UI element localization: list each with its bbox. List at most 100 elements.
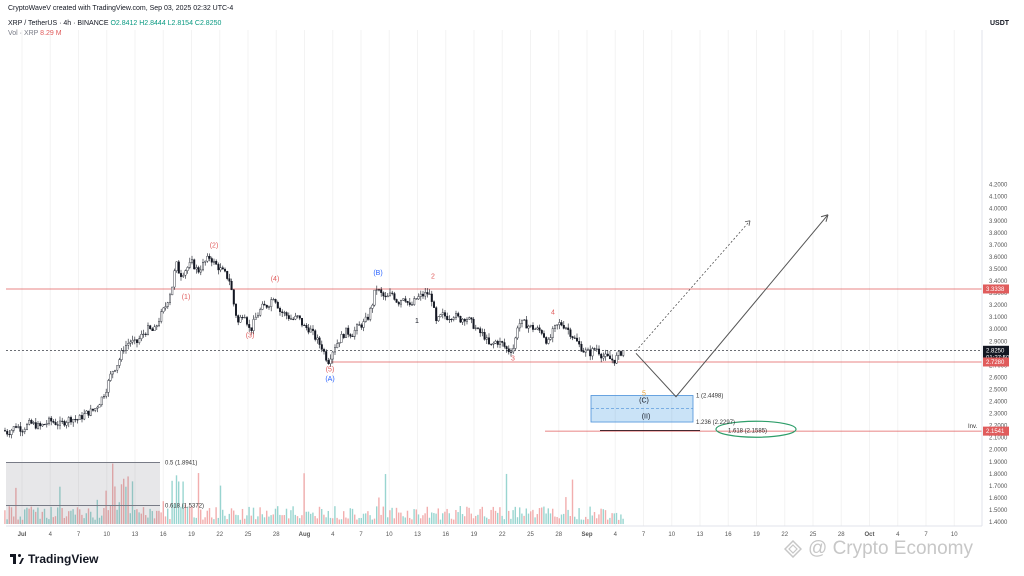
candle-body (206, 255, 209, 262)
wave-label: (C) (639, 398, 649, 405)
volume-bar (387, 517, 389, 524)
candle-body (254, 316, 257, 320)
candle-body (182, 274, 185, 277)
volume-bar (105, 490, 107, 524)
symbol-line: XRP / TetherUS · 4h · BINANCE O2.8412 H2… (8, 20, 221, 27)
wave-label: (4) (271, 276, 280, 283)
candle-body (144, 333, 147, 335)
volume-bar (145, 515, 147, 524)
fib-label: 1 (2.4498) (696, 393, 723, 399)
x-tick-label: 16 (725, 532, 732, 538)
candle-body (547, 339, 550, 344)
candle-body (602, 356, 605, 359)
candle-body (422, 293, 425, 297)
candle-body (340, 334, 343, 343)
candle-body (279, 307, 282, 312)
candle-body (135, 339, 138, 343)
volume-bar (312, 512, 314, 524)
candle-body (67, 417, 70, 423)
volume-bar (30, 506, 32, 524)
candle-body (120, 350, 123, 360)
candle-body (466, 318, 469, 322)
x-tick-label: 4 (896, 532, 900, 538)
candle-body (113, 369, 116, 372)
volume-bar (571, 479, 574, 524)
y-tick-label: 1.5000 (989, 508, 1008, 514)
volume-bar (470, 513, 472, 524)
volume-bar (327, 510, 329, 524)
fib-label: 1.236 (2.2297) (696, 420, 735, 426)
volume-bar (109, 505, 112, 524)
volume-bar (303, 473, 305, 524)
candle-body (488, 337, 491, 345)
volume-bar (580, 519, 582, 524)
candle-body (426, 292, 429, 295)
candle-body (510, 351, 513, 353)
candle-body (439, 314, 442, 317)
tradingview-logo-text: TradingView (28, 552, 99, 566)
candle-body (338, 342, 341, 344)
y-tick-label: 3.0000 (989, 327, 1008, 333)
volume-bar (244, 518, 246, 524)
volume-bar (607, 519, 609, 524)
volume-bar (310, 513, 312, 524)
volume-bar (389, 510, 391, 524)
horizontal-levels (6, 288, 982, 432)
candle-body (463, 319, 466, 322)
volume-bar (556, 517, 558, 524)
volume-bar (250, 515, 252, 524)
volume-bar (552, 508, 554, 524)
candle-body (89, 408, 92, 416)
wave-label: (B) (373, 270, 382, 277)
candle-body (232, 289, 235, 305)
tradingview-logo[interactable]: TradingView (10, 552, 98, 566)
candle-body (593, 348, 596, 350)
candle-body (63, 421, 66, 426)
wave-label: (2) (210, 242, 219, 249)
x-tick-label: 13 (132, 532, 139, 538)
x-tick-label: 16 (442, 532, 449, 538)
volume-bar (94, 519, 96, 524)
candle-body (208, 255, 211, 259)
volume-bar (448, 513, 450, 524)
candle-body (241, 316, 244, 318)
volume-bar (92, 517, 94, 524)
volume-bar (512, 510, 514, 524)
volume-bar (263, 517, 266, 524)
volume-bar (46, 517, 48, 524)
y-tick-label: 3.9000 (989, 219, 1008, 225)
candle-body (250, 327, 253, 331)
volume-bar (239, 519, 241, 524)
volume-bar (382, 506, 384, 524)
volume-bar (136, 509, 138, 524)
volume-bar (574, 516, 576, 524)
candle-body (558, 322, 561, 325)
volume-bar (6, 519, 8, 524)
volume-bar (230, 508, 233, 524)
y-tick-label: 4.0000 (989, 207, 1008, 213)
volume-bar (305, 511, 307, 524)
volume-bar (10, 507, 13, 524)
candle-body (151, 328, 154, 331)
volume-bar (391, 507, 393, 524)
candle-body (437, 316, 440, 322)
candle-body (98, 404, 101, 408)
candle-body (294, 315, 297, 320)
candle-body (518, 323, 521, 329)
volume-bar (516, 517, 519, 524)
x-tick-label: 16 (160, 532, 167, 538)
volume-bar (442, 513, 444, 524)
candle-body (30, 420, 33, 424)
y-tick-label: 3.2000 (989, 303, 1008, 309)
volume-bar (107, 510, 109, 524)
volume-bar (349, 508, 351, 524)
volume-bar (147, 517, 149, 524)
volume-bar (120, 484, 123, 524)
candle-body (591, 348, 594, 357)
candle-body (175, 261, 178, 272)
volume-bars (4, 463, 624, 524)
y-tick-label: 2.4000 (989, 400, 1008, 406)
candle-body (364, 316, 367, 322)
candle-body (470, 317, 473, 320)
